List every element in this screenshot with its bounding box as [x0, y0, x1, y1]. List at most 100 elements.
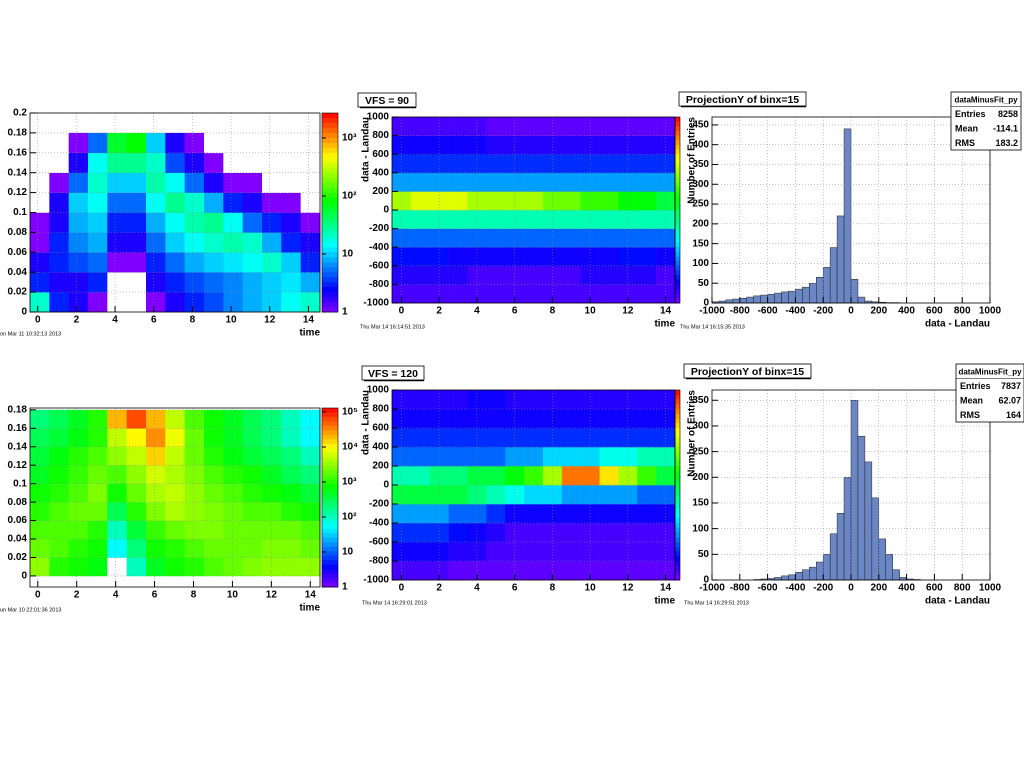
palette-step: [322, 551, 338, 557]
heat-cell: [262, 483, 282, 503]
heat-cell: [146, 520, 166, 540]
heat-cell: [262, 502, 282, 521]
plot-border: [391, 116, 676, 304]
heat-cell: [467, 135, 487, 155]
timestamp: Thu Mar 14 16:14:51 2013: [360, 324, 425, 330]
palette-step: [675, 265, 680, 271]
heat-cell: [184, 172, 205, 193]
palette-step: [322, 457, 338, 463]
palette-step: [322, 528, 338, 534]
y-tick-label: -400: [369, 518, 389, 529]
y-axis-label: Number of Entries: [687, 390, 698, 477]
y-tick-label: 0.16: [8, 423, 28, 434]
hist-bar: [802, 569, 810, 581]
heat-cell: [505, 409, 525, 429]
heat-cell: [204, 465, 224, 484]
hist-bar: [809, 566, 817, 581]
heat-cell: [561, 191, 581, 211]
heat-cell: [599, 447, 619, 467]
palette-step: [675, 186, 680, 192]
x-tick-label: 12: [266, 590, 278, 601]
heat-cell: [542, 135, 563, 155]
palette-step: [322, 555, 338, 561]
heat-cell: [300, 409, 321, 429]
palette-step: [322, 157, 338, 164]
palette-step: [675, 537, 680, 543]
heat-cell: [448, 428, 468, 448]
hist-bar: [816, 561, 824, 581]
x-tick-label: 6: [152, 590, 158, 601]
x-tick-label: 8: [550, 306, 556, 317]
palette-step: [675, 191, 680, 197]
heat-cell: [146, 465, 166, 484]
heat-cell: [30, 539, 50, 558]
heat-cell: [618, 172, 638, 192]
y-tick-label: 0.08: [8, 227, 28, 238]
y-tick-label: 600: [372, 423, 389, 434]
x-tick-label: 8: [190, 315, 196, 326]
palette-step: [322, 297, 338, 303]
heat-cell: [448, 135, 468, 155]
heat-cell: [448, 117, 468, 136]
x-tick-label: 4: [112, 315, 118, 326]
y-tick-label: 200: [372, 461, 389, 472]
palette-step: [322, 430, 338, 436]
palette-step: [675, 428, 680, 434]
heat-cell: [618, 523, 638, 543]
heat-cell: [505, 154, 525, 174]
palette-step: [675, 144, 680, 151]
heat-cell: [486, 247, 506, 267]
heat-cell: [656, 135, 676, 155]
heat-cell: [281, 152, 301, 173]
palette-step: [322, 182, 338, 189]
heat-cell: [542, 409, 563, 429]
plot-border: [29, 112, 321, 313]
heat-cell: [146, 252, 166, 273]
palette-step: [675, 413, 680, 419]
heat-cell: [467, 154, 487, 174]
heat-cell: [146, 483, 166, 503]
heat-cell: [637, 284, 657, 304]
heat-cell: [223, 152, 243, 173]
heat-cell: [618, 191, 638, 211]
heat-cell: [262, 557, 282, 577]
heat-cell: [561, 542, 581, 562]
heat-cell: [126, 446, 147, 466]
palette-step: [322, 212, 338, 218]
palette-step: [322, 524, 338, 530]
heat-cell: [637, 523, 657, 543]
palette-step: [322, 217, 338, 223]
heat-cell: [165, 409, 185, 429]
x-tick-label: 14: [660, 306, 672, 317]
heat-cell: [542, 466, 563, 486]
heat-cell: [486, 210, 506, 229]
heat-cell: [561, 466, 581, 486]
heat-cell: [524, 284, 544, 304]
heat-cell: [486, 135, 506, 155]
palette-step: [322, 515, 338, 521]
hist-bar: [816, 277, 824, 304]
heat-cell: [204, 132, 224, 154]
heat-cell: [223, 557, 243, 577]
hist-bar: [836, 512, 845, 581]
heat-cell: [448, 284, 468, 304]
x-axis-label: data - Landau: [925, 319, 990, 330]
palette-step: [322, 277, 338, 283]
heat-cell: [524, 265, 544, 285]
heat-cell: [223, 232, 243, 253]
heat-cell: [68, 465, 89, 484]
heat-cell: [68, 152, 89, 173]
heat-cell: [223, 409, 243, 429]
x-tick-label: -400: [785, 306, 805, 317]
y-tick-label: 0: [21, 571, 27, 582]
x-tick-label: -600: [758, 306, 778, 317]
palette-step: [322, 408, 338, 413]
heat-cell: [599, 409, 619, 429]
heat-cell: [448, 154, 468, 174]
heat-cell: [204, 409, 224, 429]
heat-cell: [410, 390, 431, 410]
heat-cell: [618, 409, 638, 429]
heat-cell: [30, 520, 50, 540]
heat-cell: [281, 232, 301, 253]
heat-cell: [561, 228, 581, 248]
